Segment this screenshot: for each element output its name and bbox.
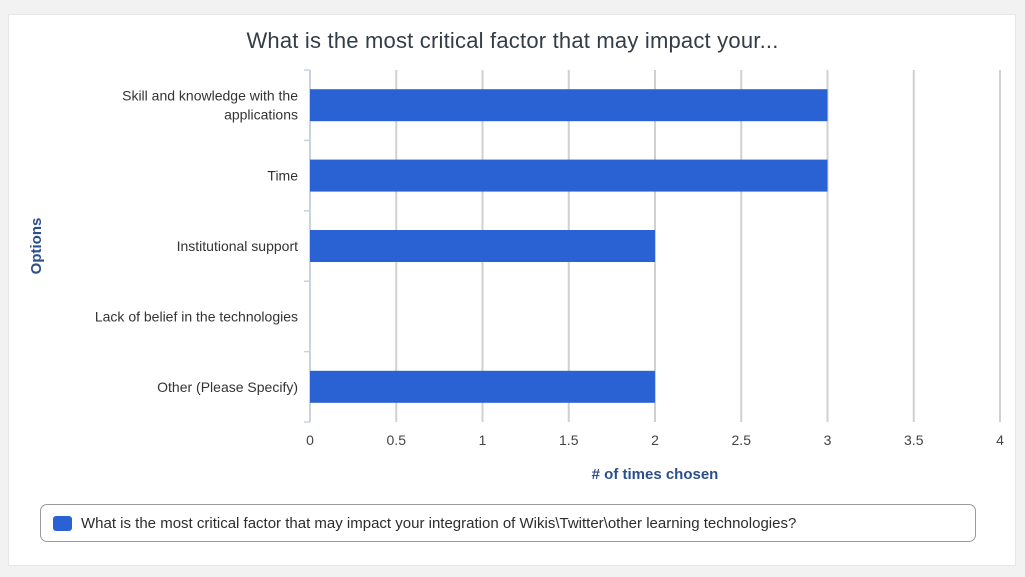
- x-tick-label: 1: [479, 432, 487, 448]
- legend-label: What is the most critical factor that ma…: [81, 514, 797, 532]
- y-axis-title: Options: [28, 218, 45, 275]
- x-tick-label: 3: [824, 432, 832, 448]
- x-tick-label: 3.5: [904, 432, 924, 448]
- x-tick-label: 0.5: [387, 432, 407, 448]
- category-label: Skill and knowledge with the: [122, 88, 298, 104]
- chart-title: What is the most critical factor that ma…: [246, 28, 779, 53]
- bar: [310, 370, 655, 403]
- category-label: Time: [267, 168, 298, 184]
- x-tick-label: 1.5: [559, 432, 579, 448]
- bar-chart: Skill and knowledge with the applications…: [28, 69, 1004, 483]
- bar: [310, 230, 655, 262]
- category-label: Lack of belief in the technologies: [95, 308, 298, 324]
- category-label: Institutional support: [177, 238, 299, 254]
- x-tick-label: 4: [996, 432, 1004, 448]
- legend[interactable]: What is the most critical factor that ma…: [40, 504, 976, 542]
- bar: [310, 89, 828, 122]
- legend-swatch: [53, 515, 72, 531]
- x-tick-label: 0: [306, 432, 314, 448]
- category-label: applications: [224, 107, 298, 123]
- x-axis-title: # of times chosen: [592, 466, 719, 483]
- category-label: Other (Please Specify): [157, 379, 298, 395]
- x-tick-label: 2.5: [732, 432, 752, 448]
- bar: [310, 159, 828, 192]
- x-tick-label: 2: [651, 432, 659, 448]
